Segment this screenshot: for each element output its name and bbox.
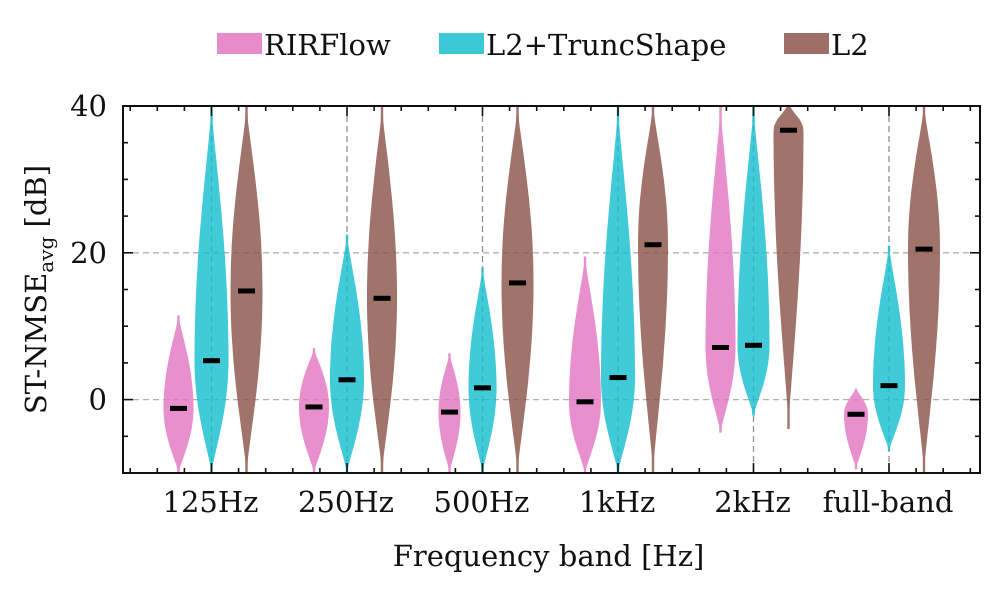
y-axis-title-base: ST-NMSE (19, 273, 53, 414)
x-tick-label-500hz: 500Hz (434, 485, 530, 519)
median-l2-full-band (915, 246, 933, 252)
median-rirflow-full-band (847, 411, 865, 417)
violin-l2-truncshape-full-band (873, 245, 905, 451)
legend-swatch-l2 (784, 33, 829, 54)
violin-l2-truncshape-500hz (468, 267, 497, 473)
violin-l2-truncshape-2khz (737, 106, 770, 416)
median-rirflow-1khz (576, 399, 594, 405)
median-l2-truncshape-2khz (745, 342, 762, 348)
legend-label-l2-truncshape: L2+TruncShape (486, 28, 726, 62)
median-l2-truncshape-500hz (474, 385, 491, 391)
x-tick-label-250hz: 250Hz (298, 485, 394, 519)
y-axis-title-suffix: [dB] (19, 165, 53, 237)
violin-rirflow-250hz (299, 348, 329, 473)
violin-rirflow-125hz (163, 315, 194, 473)
y-axis-title-subscript: avg (34, 236, 58, 272)
violin-rirflow-2khz (705, 106, 736, 433)
x-tick-label-125hz: 125Hz (163, 485, 259, 519)
y-tick-label-20: 20 (70, 236, 107, 270)
median-l2-2khz (780, 127, 797, 133)
median-markers (170, 127, 933, 417)
violin-rirflow-full-band (844, 388, 868, 470)
median-l2-125hz (238, 288, 255, 294)
legend-label-rirflow: RIRFlow (264, 28, 391, 62)
median-l2-truncshape-full-band (880, 383, 898, 389)
x-tick-label-1khz: 1kHz (579, 485, 656, 519)
violin-l2-truncshape-250hz (330, 234, 364, 473)
violin-l2-500hz (501, 106, 534, 473)
y-axis-title: ST-NMSEavg [dB] (19, 165, 58, 414)
x-tick-label-full-band: full-band (823, 485, 954, 519)
median-rirflow-500hz (441, 409, 458, 415)
violin-rirflow-1khz (569, 256, 601, 473)
violins (163, 106, 940, 473)
x-axis-title: Frequency band [Hz] (393, 539, 705, 573)
median-l2-250hz (373, 295, 391, 301)
y-tick-labels: 0 20 40 (70, 89, 107, 417)
violin-l2-1khz (638, 106, 668, 473)
violin-l2-250hz (367, 106, 397, 473)
legend-label-l2: L2 (831, 28, 869, 62)
median-rirflow-125hz (170, 405, 187, 411)
violin-l2-truncshape-125hz (194, 106, 229, 473)
median-l2-truncshape-125hz (203, 358, 220, 364)
x-tick-label-2khz: 2kHz (714, 485, 791, 519)
legend: RIRFlow L2+TruncShape L2 (217, 28, 869, 62)
violin-l2-truncshape-1khz (601, 106, 635, 473)
legend-swatch-l2-truncshape (439, 33, 484, 54)
legend-swatch-rirflow (217, 33, 262, 54)
violin-l2-2khz (773, 106, 804, 429)
axis-ticks (123, 105, 980, 474)
median-l2-500hz (509, 280, 526, 286)
median-l2-1khz (644, 242, 662, 248)
median-l2-truncshape-1khz (609, 375, 627, 381)
median-rirflow-2khz (712, 344, 729, 350)
violin-l2-full-band (908, 106, 940, 473)
median-l2-truncshape-250hz (338, 377, 356, 383)
x-tick-labels: 125Hz 250Hz 500Hz 1kHz 2kHz full-band (163, 485, 954, 519)
y-tick-label-40: 40 (70, 89, 107, 123)
y-tick-label-0: 0 (89, 383, 107, 417)
median-rirflow-250hz (305, 404, 323, 410)
